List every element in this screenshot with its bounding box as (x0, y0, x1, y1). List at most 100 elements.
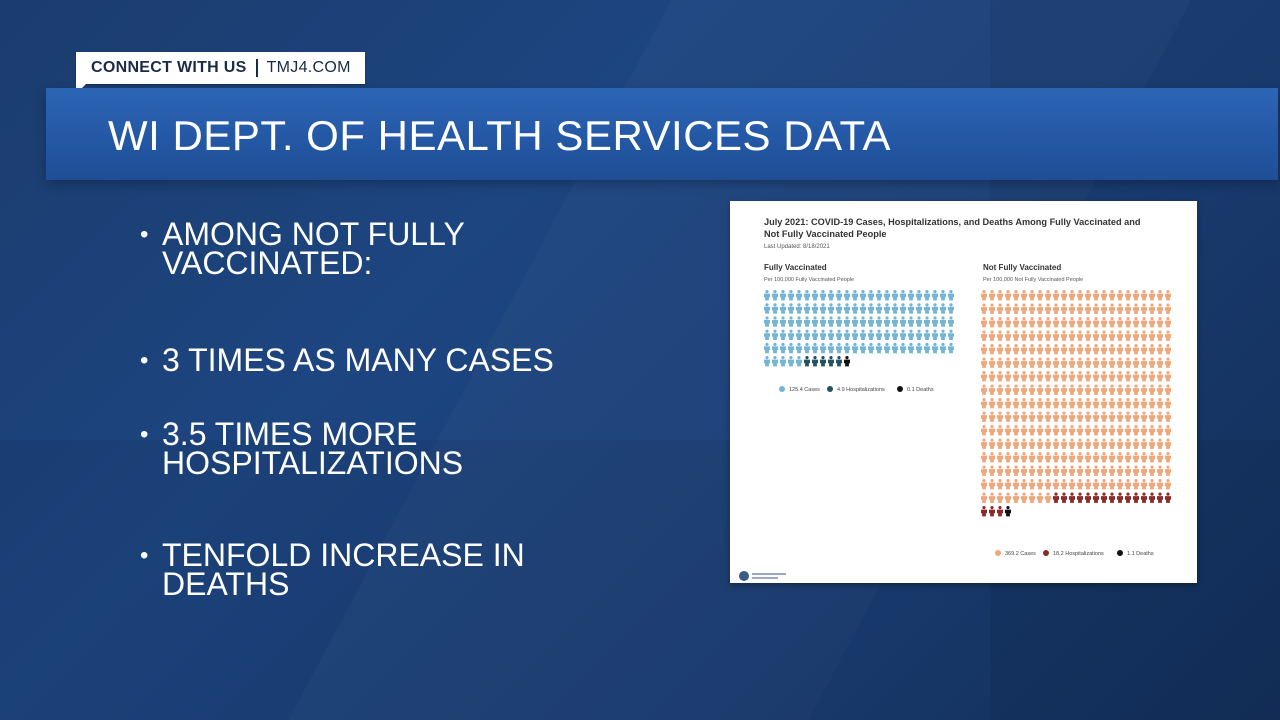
case-person-icon (981, 479, 987, 490)
case-person-icon (1037, 438, 1043, 449)
case-person-icon (1037, 425, 1043, 436)
case-person-icon (997, 330, 1003, 341)
case-person-icon (1149, 411, 1155, 422)
case-person-icon (1157, 384, 1163, 395)
case-person-icon (1101, 384, 1107, 395)
case-person-icon (820, 316, 826, 327)
case-person-icon (1021, 411, 1027, 422)
hospitalization-person-icon (804, 356, 810, 367)
case-person-icon (997, 290, 1003, 301)
case-person-icon (1085, 344, 1091, 355)
case-person-icon (1101, 290, 1107, 301)
case-person-icon (1157, 411, 1163, 422)
legend-deaths-fully-vaccinated: 0.1 Deaths (907, 387, 934, 393)
case-person-icon (1109, 425, 1115, 436)
case-person-icon (989, 384, 995, 395)
case-person-icon (989, 330, 995, 341)
case-person-icon (1133, 330, 1139, 341)
case-person-icon (900, 342, 906, 354)
legend-marker-deaths (1117, 550, 1123, 556)
hospitalization-person-icon (1157, 492, 1163, 503)
chart-title-line-1: July 2021: COVID-19 Cases, Hospitalizati… (764, 217, 1140, 227)
case-person-icon (1037, 452, 1043, 463)
case-person-icon (1141, 303, 1147, 314)
case-person-icon (1133, 317, 1139, 328)
case-person-icon (1093, 398, 1099, 409)
case-person-icon (1093, 411, 1099, 422)
title-bar (46, 88, 1278, 180)
case-person-icon (1077, 384, 1083, 395)
case-person-icon (1037, 303, 1043, 314)
case-person-icon (1085, 425, 1091, 436)
case-person-icon (1053, 411, 1059, 422)
legend-marker-deaths (897, 386, 903, 392)
case-person-icon (1029, 465, 1035, 476)
case-person-icon (989, 398, 995, 409)
case-person-icon (804, 342, 810, 354)
case-person-icon (1077, 411, 1083, 422)
case-person-icon (780, 329, 786, 340)
chart-subtitle: Last Updated: 8/18/2021 (764, 244, 830, 250)
hospitalization-person-icon (1125, 492, 1131, 503)
case-person-icon (1109, 290, 1115, 301)
case-person-icon (1149, 371, 1155, 382)
case-person-icon (1141, 425, 1147, 436)
hospitalization-person-icon (820, 356, 826, 367)
case-person-icon (1029, 398, 1035, 409)
case-person-icon (916, 290, 922, 301)
case-person-icon (788, 290, 794, 301)
case-person-icon (1053, 398, 1059, 409)
legend-marker-cases (779, 386, 785, 392)
case-person-icon (1149, 344, 1155, 355)
case-person-icon (1149, 357, 1155, 368)
case-person-icon (1149, 330, 1155, 341)
case-person-icon (981, 465, 987, 476)
case-person-icon (1141, 330, 1147, 341)
case-person-icon (1021, 479, 1027, 490)
case-person-icon (1157, 479, 1163, 490)
case-person-icon (1133, 452, 1139, 463)
case-person-icon (1093, 317, 1099, 328)
case-person-icon (1077, 438, 1083, 449)
case-person-icon (780, 356, 786, 367)
case-person-icon (820, 342, 826, 354)
case-person-icon (1061, 425, 1067, 436)
case-person-icon (989, 317, 995, 328)
case-person-icon (1037, 384, 1043, 395)
case-person-icon (1077, 371, 1083, 382)
case-person-icon (940, 316, 946, 327)
case-person-icon (1029, 357, 1035, 368)
case-person-icon (1093, 330, 1099, 341)
case-person-icon (1029, 411, 1035, 422)
case-person-icon (860, 290, 866, 301)
case-person-icon (812, 329, 818, 340)
case-person-icon (1101, 438, 1107, 449)
case-person-icon (876, 342, 882, 354)
case-person-icon (1085, 290, 1091, 301)
case-person-icon (844, 303, 850, 314)
case-person-icon (772, 329, 778, 340)
case-person-icon (892, 316, 898, 327)
case-person-icon (1053, 317, 1059, 328)
case-person-icon (796, 316, 802, 327)
case-person-icon (981, 317, 987, 328)
case-person-icon (908, 329, 914, 340)
case-person-icon (997, 344, 1003, 355)
case-person-icon (1029, 438, 1035, 449)
case-person-icon (1157, 330, 1163, 341)
case-person-icon (1141, 344, 1147, 355)
case-person-icon (1053, 384, 1059, 395)
case-person-icon (1021, 425, 1027, 436)
case-person-icon (981, 290, 987, 301)
case-person-icon (932, 329, 938, 340)
case-person-icon (1005, 452, 1011, 463)
legend-cases-not-fully-vaccinated: 369.2 Cases (1005, 551, 1036, 557)
case-person-icon (796, 303, 802, 314)
case-person-icon (1045, 330, 1051, 341)
case-person-icon (1109, 438, 1115, 449)
case-person-icon (1141, 371, 1147, 382)
case-person-icon (1149, 384, 1155, 395)
case-person-icon (844, 342, 850, 354)
case-person-icon (1013, 290, 1019, 301)
legend-hospitalizations-fully-vaccinated: 4.9 Hospitalizations (837, 387, 885, 393)
